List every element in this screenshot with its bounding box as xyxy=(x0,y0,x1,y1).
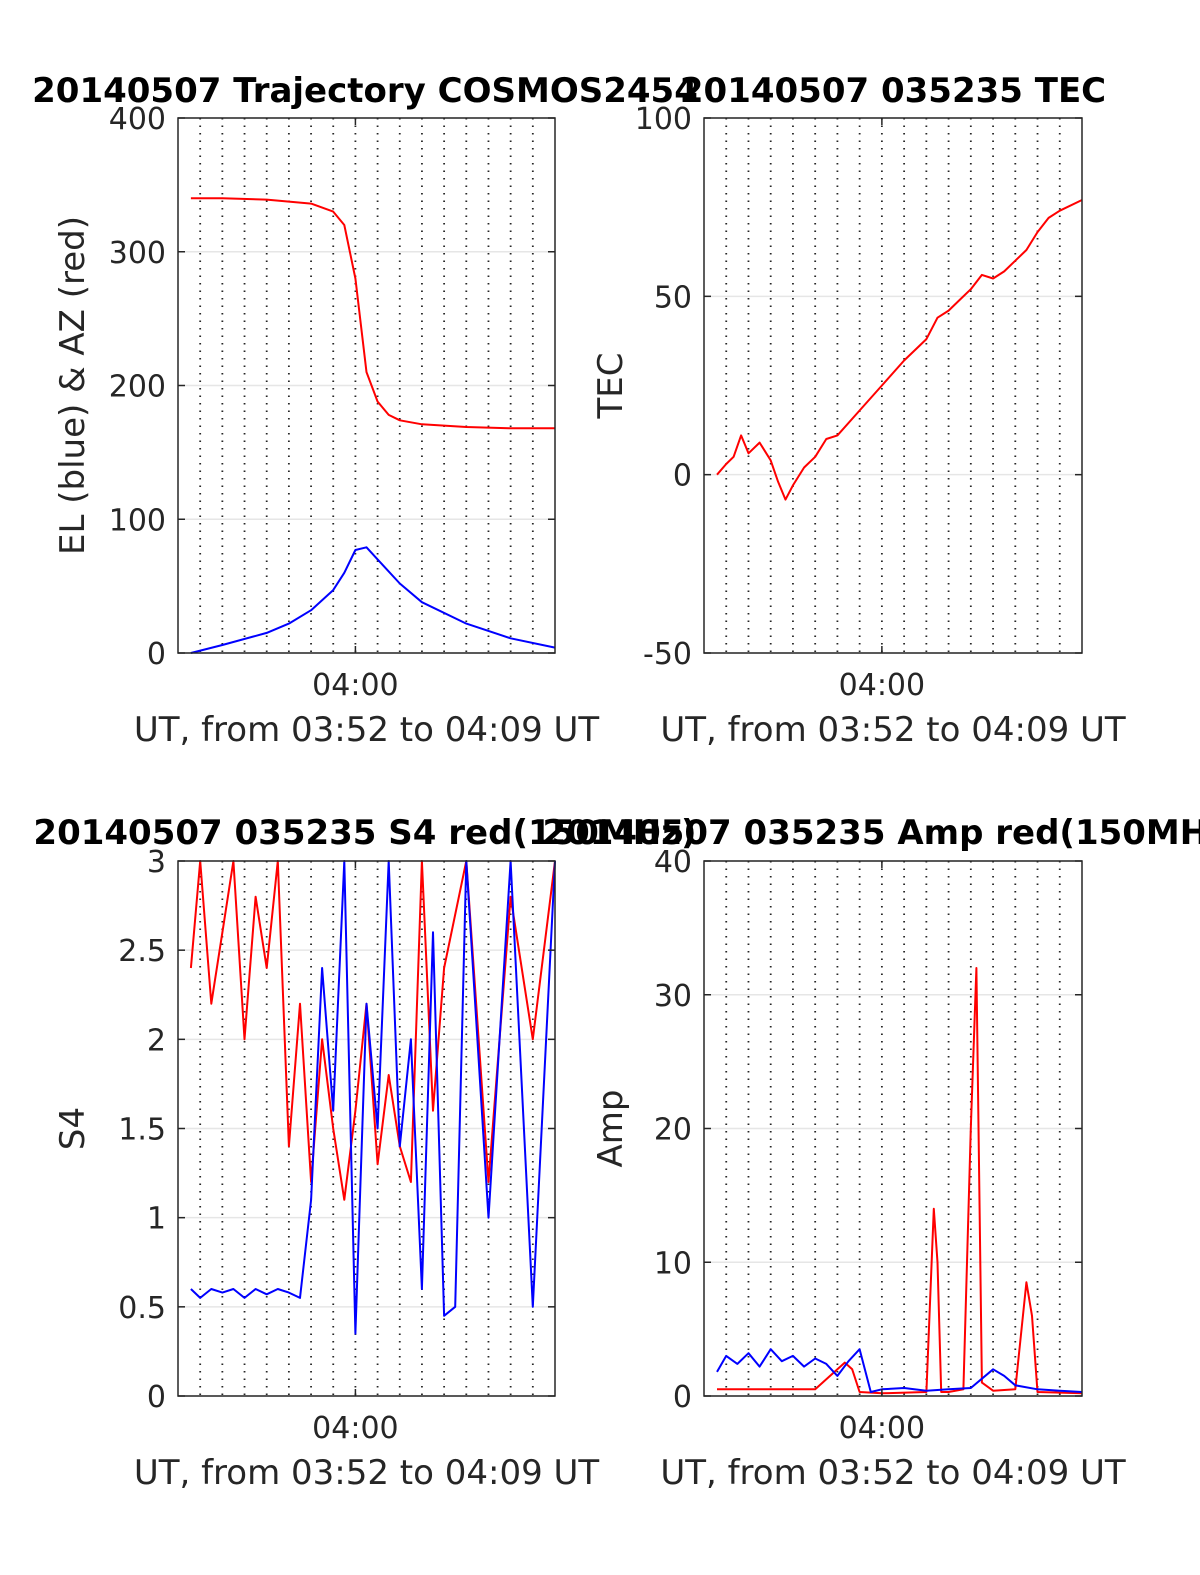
series-blue xyxy=(716,1348,1083,1393)
x-tick-label: 04:00 xyxy=(839,1411,925,1446)
y-tick-label: 0 xyxy=(673,1380,692,1415)
y-axis-label: EL (blue) & AZ (red) xyxy=(53,216,93,555)
y-tick-label: 1.5 xyxy=(118,1113,166,1148)
x-axis-label: UT, from 03:52 to 04:09 UT xyxy=(660,1453,1126,1493)
plot-frame xyxy=(703,117,1083,654)
series-blue xyxy=(190,546,556,654)
x-axis-label: UT, from 03:52 to 04:09 UT xyxy=(134,1453,600,1493)
series-red xyxy=(716,199,1083,501)
y-axis-label: S4 xyxy=(53,1107,93,1150)
y-tick-label: 0 xyxy=(147,1380,166,1415)
panel-s4: 0 0.5 1 1.5 2 2.5 3 04:00 20140507 035235 S4 re… xyxy=(33,813,696,1493)
x-tick-label: 04:00 xyxy=(839,668,925,703)
x-axis-label: UT, from 03:52 to 04:09 UT xyxy=(660,710,1126,750)
x-axis-label: UT, from 03:52 to 04:09 UT xyxy=(134,710,600,750)
panel-amp: 0 10 20 30 40 04:00 20140507 035235 Amp red(1… xyxy=(542,813,1200,1493)
y-tick-label: 40 xyxy=(654,845,692,880)
y-tick-label: 2.5 xyxy=(118,934,166,969)
y-tick-label: 300 xyxy=(109,236,166,271)
x-tick-label: 04:00 xyxy=(312,668,398,703)
panel-trajectory: 0 100 200 300 400 04:00 20140507 Trajectory C… xyxy=(32,71,698,750)
y-tick-label: 10 xyxy=(654,1246,692,1281)
y-tick-label: 100 xyxy=(109,503,166,538)
series-red xyxy=(189,860,556,1201)
series-blue xyxy=(190,860,556,1335)
series-red xyxy=(717,967,1083,1395)
y-tick-label: 200 xyxy=(109,370,166,405)
x-tick-label: 04:00 xyxy=(312,1411,398,1446)
y-tick-label: 400 xyxy=(109,102,166,137)
chart-title: 20140507 Trajectory COSMOS2454 xyxy=(32,71,698,111)
y-axis-label: Amp xyxy=(591,1090,631,1168)
y-tick-label: 3 xyxy=(147,845,166,880)
y-tick-label: 2 xyxy=(147,1023,166,1058)
y-tick-label: 100 xyxy=(635,102,692,137)
chart-title: 20140507 035235 TEC xyxy=(680,71,1106,111)
series-red xyxy=(190,197,555,430)
panel-tec: -50 0 50 100 04:00 20140507 035235 TEC UT, f… xyxy=(591,71,1126,750)
y-tick-label: 1 xyxy=(147,1202,166,1237)
y-tick-label: 20 xyxy=(654,1113,692,1148)
y-tick-label: -50 xyxy=(643,637,692,672)
y-tick-label: 0.5 xyxy=(118,1291,166,1326)
chart-title: 20140507 035235 S4 red(150MHz) xyxy=(33,813,696,853)
y-tick-label: 0 xyxy=(147,637,166,672)
y-tick-label: 30 xyxy=(654,979,692,1014)
y-axis-label: TEC xyxy=(591,353,631,420)
y-tick-label: 0 xyxy=(673,459,692,494)
chart-title: 20140507 035235 Amp red(150MHz) xyxy=(542,813,1200,853)
y-tick-label: 50 xyxy=(654,280,692,315)
